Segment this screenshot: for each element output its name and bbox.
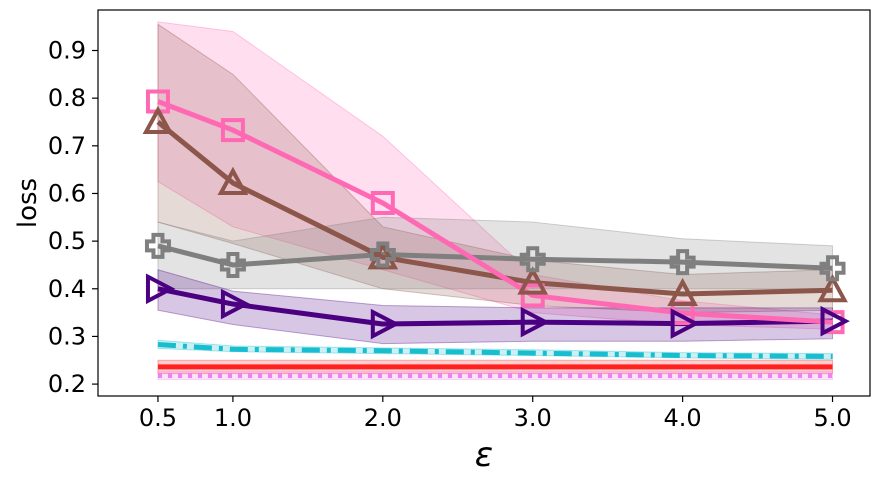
line-pink-squares [157,99,833,325]
x-tick-label: 3.0 [514,404,552,432]
marker-indigo-triangles-right [145,273,176,305]
marker-indigo-triangles-right [820,305,850,337]
marker-indigo-triangles-right [670,308,700,339]
x-tick-label: 5.0 [813,404,851,432]
marker-gray-plus [144,232,171,259]
x-tick-label: 4.0 [664,404,702,432]
band-gray-plus [157,216,834,290]
y-tick-label: 0.5 [48,227,86,255]
y-tick-label: 0.2 [48,370,86,398]
marker-pink-squares [220,118,245,143]
line-indigo-triangles-right [157,286,833,327]
y-tick-label: 0.6 [48,179,86,207]
line-brown-triangles-up [156,120,833,297]
marker-brown-triangles-up [667,277,698,307]
marker-gray-plus [369,241,396,268]
x-tick-label: 0.5 [139,404,177,432]
marker-brown-triangles-up [217,166,249,195]
series-markers [142,89,850,340]
y-axis-label: loss [13,178,43,228]
marker-gray-plus [819,255,846,282]
x-tick-label: 1.0 [214,404,252,432]
marker-pink-squares [520,283,545,308]
y-tick-label: 0.7 [48,132,86,160]
y-tick-label: 0.3 [48,322,86,350]
marker-gray-plus [219,251,246,278]
marker-pink-squares [370,191,395,215]
y-axis-ticks: 0.2 0.3 0.4 0.5 0.6 0.7 0.8 0.9 [48,37,98,398]
marker-gray-plus [669,249,696,276]
marker-indigo-triangles-right [370,308,401,340]
plot-frame [97,9,871,397]
x-tick-label: 2.0 [364,404,402,432]
marker-indigo-triangles-right [520,306,551,338]
marker-indigo-triangles-right [220,288,251,320]
marker-brown-triangles-up [517,266,549,295]
y-tick-label: 0.8 [48,84,86,112]
marker-brown-triangles-up [817,274,848,303]
marker-gray-plus [519,246,546,273]
y-tick-label: 0.4 [48,275,86,303]
x-axis-ticks: 0.5 1.0 2.0 3.0 4.0 5.0 [139,396,852,432]
band-violet-dotted [157,371,834,380]
x-axis-label: ε [475,435,493,475]
marker-brown-triangles-up [142,105,174,134]
line-cyan-dashdot [157,342,833,359]
y-tick-label: 0.9 [48,37,86,65]
